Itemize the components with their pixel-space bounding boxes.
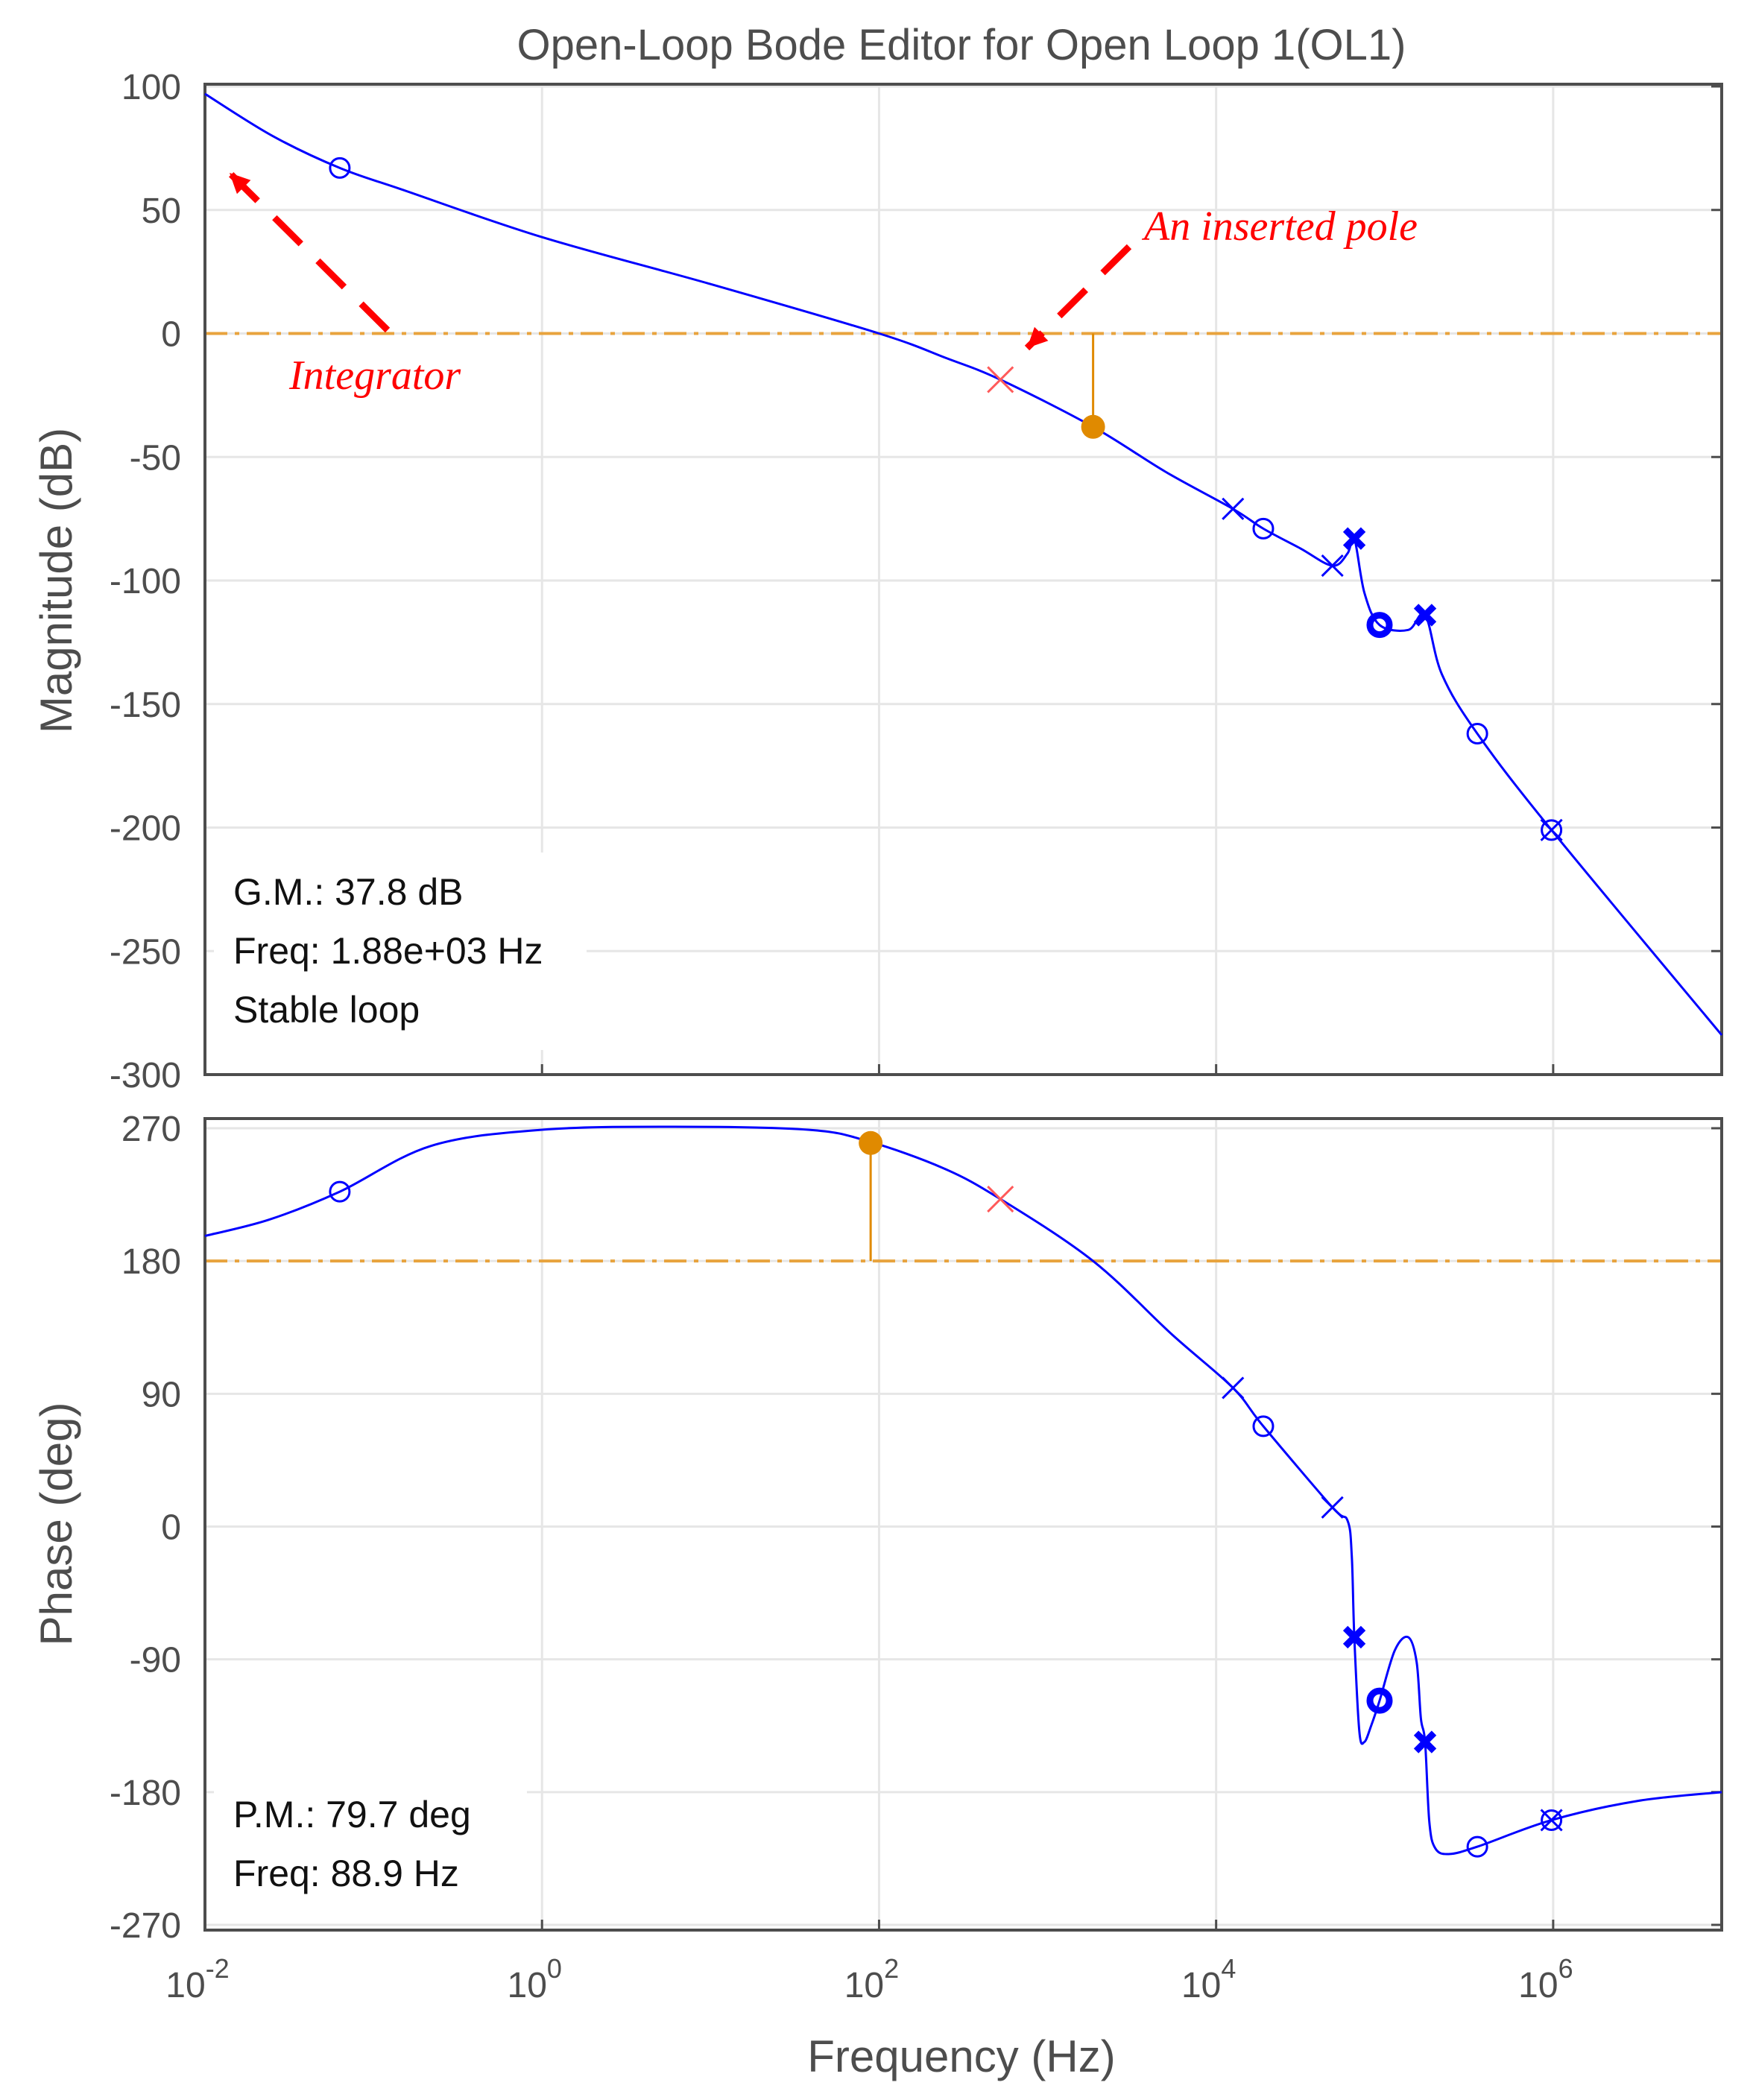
integrator-annotation: Integrator bbox=[288, 352, 461, 399]
y-tick-label: -200 bbox=[110, 809, 181, 849]
chart-title: Open-Loop Bode Editor for Open Loop 1(OL… bbox=[517, 21, 1406, 69]
zero-marker bbox=[329, 1180, 351, 1203]
complex-zero-marker bbox=[1366, 612, 1393, 639]
zero-marker bbox=[1252, 1415, 1275, 1438]
y-tick-label: 50 bbox=[142, 192, 181, 231]
phase-axis-label: Phase (deg) bbox=[31, 1402, 81, 1646]
y-tick-label: -50 bbox=[130, 438, 181, 478]
axes-box bbox=[203, 83, 1723, 1076]
y-tick-label: 0 bbox=[161, 315, 181, 355]
zero-marker bbox=[1541, 819, 1563, 841]
complex-zero-marker bbox=[1366, 1687, 1393, 1714]
y-tick-label: -90 bbox=[130, 1641, 181, 1680]
inserted-pole-marker bbox=[987, 1185, 1014, 1213]
x-tick-label: 104 bbox=[1181, 1953, 1236, 2005]
margin-info-text: G.M.: 37.8 dB bbox=[233, 871, 463, 913]
y-tick-label: -180 bbox=[110, 1774, 181, 1813]
x-tick-label: 10-2 bbox=[165, 1953, 229, 2005]
complex-pole-marker bbox=[1342, 527, 1366, 550]
margin-point bbox=[1081, 414, 1105, 439]
y-tick-label: 180 bbox=[121, 1242, 181, 1282]
margin-info-text: P.M.: 79.7 deg bbox=[233, 1794, 471, 1835]
info-box bbox=[214, 853, 587, 1050]
complex-pole-marker bbox=[1342, 1625, 1366, 1649]
zero-marker bbox=[1466, 1835, 1488, 1858]
x-tick-label: 106 bbox=[1518, 1953, 1573, 2005]
pole-marker bbox=[1321, 1496, 1344, 1519]
y-tick-label: -300 bbox=[110, 1056, 181, 1095]
y-tick-label: 90 bbox=[142, 1375, 181, 1414]
zero-marker bbox=[1466, 723, 1488, 745]
zero-marker bbox=[1252, 517, 1275, 540]
complex-pole-marker bbox=[1413, 1730, 1437, 1753]
margin-info-text: Freq: 1.88e+03 Hz bbox=[233, 930, 543, 972]
inserted-pole-arrow bbox=[1024, 244, 1132, 351]
pole-marker bbox=[1321, 554, 1344, 578]
integrator-arrow-head bbox=[230, 173, 251, 194]
x-tick-label: 102 bbox=[844, 1953, 899, 2005]
y-tick-label: -250 bbox=[110, 932, 181, 972]
axes-box bbox=[203, 1117, 1723, 1932]
response-curve bbox=[204, 1125, 1722, 1856]
pole-marker bbox=[1540, 818, 1563, 841]
x-tick-label: 100 bbox=[508, 1953, 562, 2005]
pole-marker bbox=[1540, 1809, 1563, 1832]
margin-point bbox=[859, 1130, 883, 1155]
info-box bbox=[214, 1775, 527, 1917]
margin-info-text: Freq: 88.9 Hz bbox=[233, 1853, 459, 1894]
pole-marker bbox=[1222, 497, 1245, 520]
zero-marker bbox=[1541, 1809, 1563, 1831]
pole-marker bbox=[1222, 1376, 1245, 1400]
y-tick-label: -100 bbox=[110, 562, 181, 601]
inserted-pole-arrow-head bbox=[1027, 326, 1049, 348]
x-axis-label: Frequency (Hz) bbox=[807, 2031, 1115, 2081]
complex-pole-marker bbox=[1413, 604, 1437, 627]
zero-marker bbox=[329, 156, 351, 179]
y-tick-label: -150 bbox=[110, 686, 181, 725]
y-tick-label: 100 bbox=[121, 68, 181, 107]
margin-info-text: Stable loop bbox=[233, 989, 420, 1031]
inserted-pole-annotation: An inserted pole bbox=[1141, 203, 1418, 250]
phase-plot: 270 180 90 0 -90 -180 -270 P.M.: 79.7 deg Freq: … bbox=[110, 1110, 1723, 2005]
y-tick-label: -270 bbox=[110, 1906, 181, 1946]
y-tick-label: 270 bbox=[121, 1110, 181, 1149]
magnitude-axis-label: Magnitude (dB) bbox=[31, 428, 81, 733]
integrator-arrow bbox=[227, 170, 391, 333]
magnitude-plot: 100 50 0 -50 -100 -150 -200 -250 -300 G.M.: 37.8 … bbox=[110, 68, 1723, 1095]
inserted-pole-marker bbox=[987, 366, 1014, 393]
y-tick-label: 0 bbox=[161, 1508, 181, 1548]
